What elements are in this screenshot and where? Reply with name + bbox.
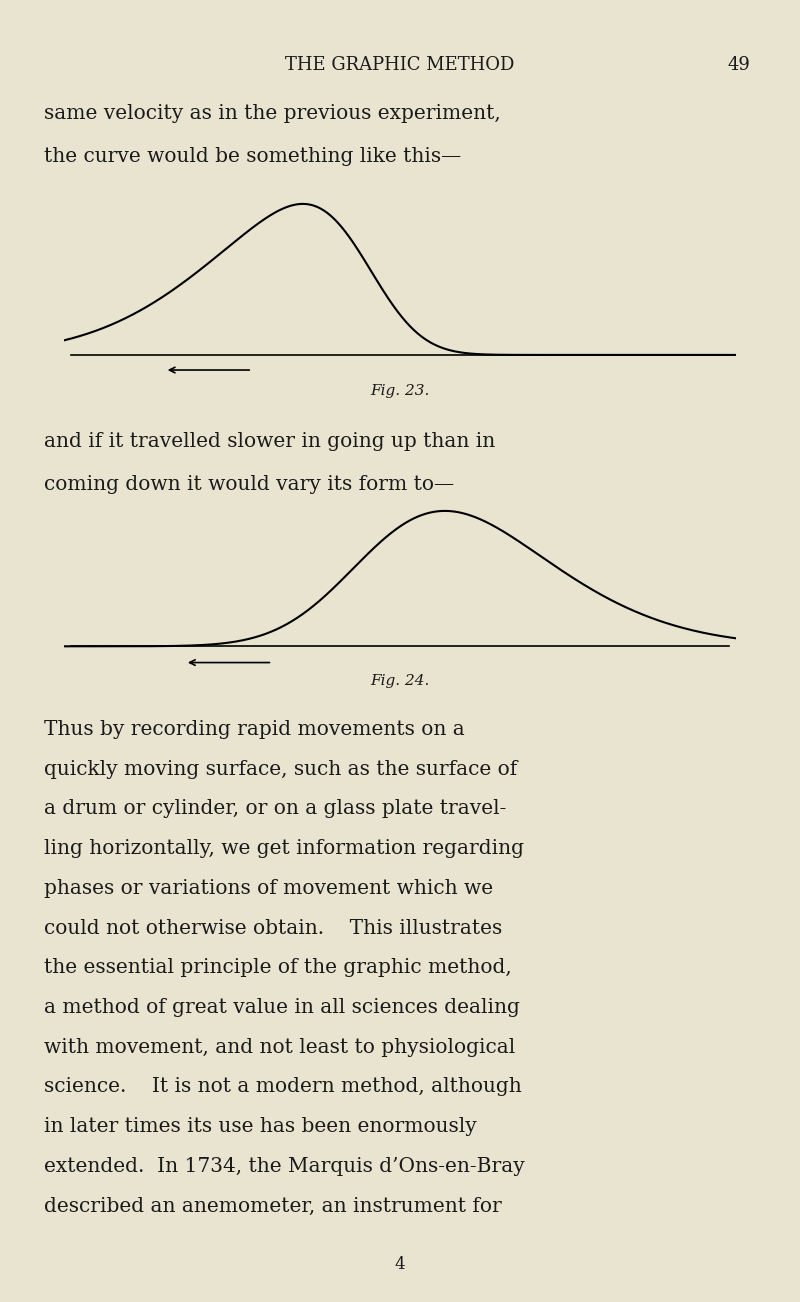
Text: a method of great value in all sciences dealing: a method of great value in all sciences … bbox=[44, 997, 520, 1017]
Text: and if it travelled slower in going up than in: and if it travelled slower in going up t… bbox=[44, 432, 495, 452]
Text: the essential principle of the graphic method,: the essential principle of the graphic m… bbox=[44, 958, 512, 978]
Text: with movement, and not least to physiological: with movement, and not least to physiolo… bbox=[44, 1038, 515, 1057]
Text: phases or variations of movement which we: phases or variations of movement which w… bbox=[44, 879, 493, 898]
Text: Fig. 24.: Fig. 24. bbox=[370, 674, 430, 689]
Text: coming down it would vary its form to—: coming down it would vary its form to— bbox=[44, 475, 454, 495]
Text: Thus by recording rapid movements on a: Thus by recording rapid movements on a bbox=[44, 720, 465, 740]
Text: 4: 4 bbox=[394, 1256, 406, 1273]
Text: same velocity as in the previous experiment,: same velocity as in the previous experim… bbox=[44, 104, 501, 124]
Text: science.    It is not a modern method, although: science. It is not a modern method, alth… bbox=[44, 1077, 522, 1096]
Text: a drum or cylinder, or on a glass plate travel-: a drum or cylinder, or on a glass plate … bbox=[44, 799, 506, 819]
Text: ling horizontally, we get information regarding: ling horizontally, we get information re… bbox=[44, 838, 524, 858]
Text: Fig. 23.: Fig. 23. bbox=[370, 384, 430, 398]
Text: extended.  In 1734, the Marquis d’Ons-en-Bray: extended. In 1734, the Marquis d’Ons-en-… bbox=[44, 1156, 525, 1176]
Text: 49: 49 bbox=[728, 56, 751, 74]
Text: described an anemometer, an instrument for: described an anemometer, an instrument f… bbox=[44, 1197, 502, 1216]
Text: the curve would be something like this—: the curve would be something like this— bbox=[44, 147, 462, 167]
Text: in later times its use has been enormously: in later times its use has been enormous… bbox=[44, 1117, 477, 1137]
Text: quickly moving surface, such as the surface of: quickly moving surface, such as the surf… bbox=[44, 759, 518, 779]
Text: THE GRAPHIC METHOD: THE GRAPHIC METHOD bbox=[286, 56, 514, 74]
Text: could not otherwise obtain.    This illustrates: could not otherwise obtain. This illustr… bbox=[44, 918, 502, 937]
